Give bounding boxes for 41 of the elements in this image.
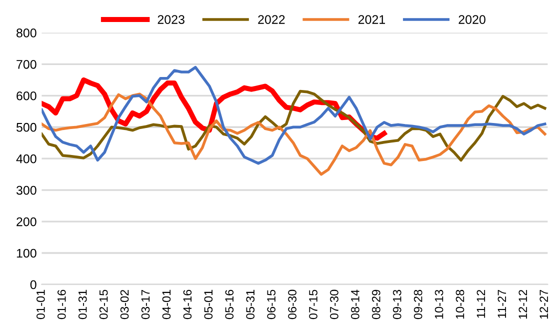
x-tick-label: 01-31 [78, 290, 87, 320]
x-tick-label: 01-01 [36, 290, 45, 320]
x-tick-label: 07-15 [309, 290, 318, 320]
y-tick-label: 100 [16, 248, 36, 258]
legend-label: 2022 [258, 15, 285, 24]
y-tick-label: 200 [16, 217, 36, 226]
y-tick-label: 0 [30, 280, 36, 290]
line-series [42, 90, 546, 162]
x-tick-label: 02-15 [99, 290, 108, 320]
x-tick-label: 11-12 [476, 290, 486, 318]
x-tick-label: 03-17 [141, 290, 150, 320]
x-tick-label: 09-28 [414, 290, 422, 320]
x-tick-label: 05-01 [204, 290, 213, 320]
x-tick-label: 06-30 [288, 290, 296, 320]
x-tick-label: 01-16 [57, 290, 66, 320]
legend-label: 2021 [358, 15, 386, 24]
y-tick-label: 800 [16, 28, 36, 38]
y-tick-label: 400 [16, 154, 36, 164]
x-tick-label: 07-30 [330, 290, 338, 320]
legend-label: 2020 [458, 15, 486, 24]
x-tick-label: 05-16 [225, 290, 234, 320]
x-tick-label: 04-01 [162, 290, 171, 320]
y-tick-label: 600 [16, 91, 36, 100]
x-tick-label: 10-28 [456, 290, 464, 319]
x-tick-label: 08-14 [350, 290, 360, 320]
x-tick-label: 08-29 [372, 290, 380, 320]
legend-label: 2023 [158, 15, 184, 24]
x-tick-label: 12-12 [518, 290, 527, 319]
y-tick-label: 700 [16, 60, 36, 69]
x-tick-label: 12-27 [540, 290, 548, 319]
x-tick-label: 04-16 [183, 290, 192, 320]
x-tick-label: 11-27 [498, 290, 506, 318]
x-tick-label: 06-15 [267, 290, 276, 320]
line-series [42, 66, 546, 165]
x-tick-label: 10-13 [434, 290, 444, 319]
x-tick-label: 05-31 [246, 290, 255, 320]
line-series [42, 92, 546, 176]
x-tick-label: 09-13 [392, 290, 402, 320]
y-tick-label: 500 [16, 122, 36, 132]
y-tick-label: 300 [16, 186, 36, 195]
x-tick-label: 03-02 [120, 290, 129, 320]
